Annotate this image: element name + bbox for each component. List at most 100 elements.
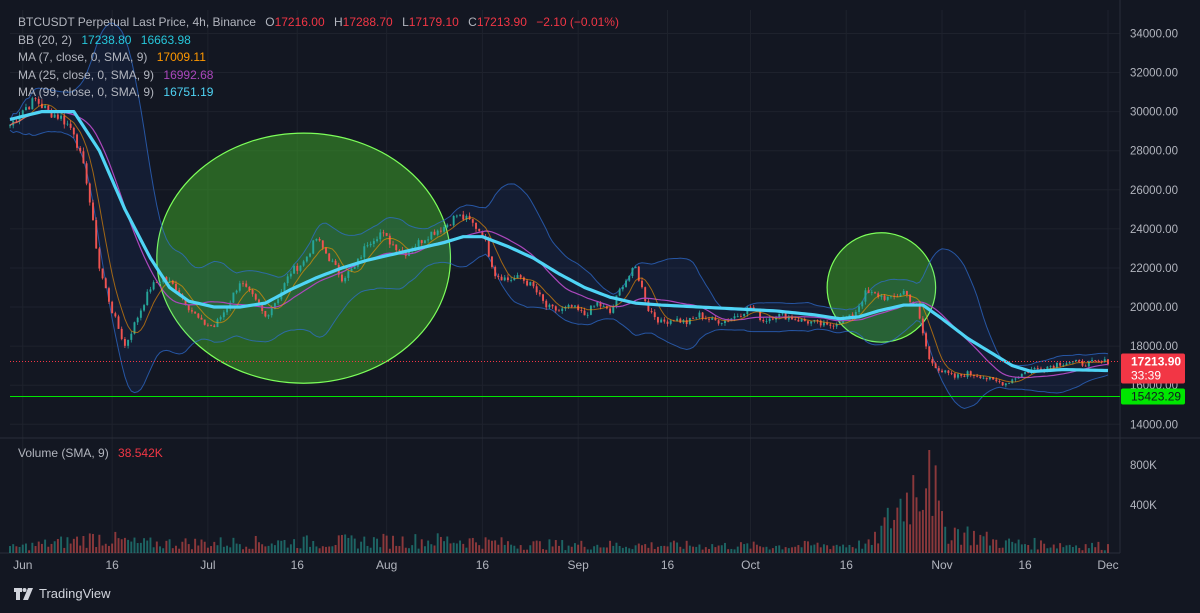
volume-bar [235,543,238,553]
volume-bar [449,543,452,553]
candle-body [395,244,398,251]
volume-bar [912,475,915,553]
candle-body [187,305,190,311]
candle-body [302,261,305,266]
candle-body [159,282,161,283]
volume-bar [931,515,934,553]
candle-body [513,278,516,281]
volume-bar [663,545,666,553]
time-tick-label: Nov [931,558,952,572]
volume-bar [216,545,219,553]
volume-bar [899,498,902,553]
volume-bar [331,546,334,553]
candle-body [768,318,771,322]
volume-bar [210,546,213,553]
volume-bar [114,531,117,553]
candle-body [382,232,385,234]
candle-body [685,320,688,324]
bb-row[interactable]: BB (20, 2) 17238.80 16663.98 [18,32,619,50]
volume-bar [1071,546,1074,553]
volume-bar [497,544,500,553]
volume-bar [1030,549,1033,553]
candle-body [465,215,468,220]
candle-body [957,374,959,378]
tradingview-logo[interactable]: TradingView [14,586,111,601]
time-tick-label: Oct [741,558,760,572]
volume-bar [283,540,286,553]
candle-body [264,310,267,317]
candle-body [867,290,870,293]
candle-body [251,289,254,295]
candle-body [321,240,324,248]
volume-bar [867,539,870,553]
candle-body [146,291,149,306]
volume-bar [599,547,602,553]
volume-bar [1084,544,1087,553]
candle-body [471,219,474,223]
volume-bar [487,539,490,553]
candle-body [784,313,787,320]
candle-body [344,277,347,282]
volume-bar [203,541,206,553]
highlight-circle [156,132,452,384]
volume-bar [972,530,975,553]
volume-bar [765,546,768,553]
volume-bar [915,497,918,553]
candle-body [791,316,793,320]
candle-body [254,294,257,300]
candle-body [76,134,78,148]
volume-bar [123,537,126,553]
volume-bar [717,545,720,553]
volume-bar [1097,541,1100,553]
volume-bar [439,536,442,553]
ma25-row[interactable]: MA (25, close, 0, SMA, 9) 16992.68 [18,67,619,85]
volume-bar [462,543,465,553]
moving-averages [9,103,1109,383]
volume-bar [471,537,474,553]
volume-bar [436,533,439,553]
volume-bar [136,543,139,553]
volume-bar [1059,543,1062,553]
candle-body [315,238,318,241]
volume-bar [40,543,43,553]
candle-body [82,151,85,164]
candle-body [586,314,589,316]
volume-bar [794,546,797,553]
high-value: 17288.70 [342,15,393,29]
candle-body [953,373,956,378]
candle-body [210,325,213,326]
ma7-row[interactable]: MA (7, close, 0, SMA, 9) 17009.11 [18,49,619,67]
volume-bar [637,543,640,553]
candle-body [992,377,995,380]
volume-bar [264,546,267,553]
candle-body [937,368,940,371]
volume-bar [277,540,280,553]
volume-bar [181,541,184,553]
candle-body [653,312,656,318]
volume-bar [258,542,260,553]
volume-legend[interactable]: Volume (SMA, 9) 38.542K [18,446,163,460]
candle-body [899,294,902,297]
volume-bar [666,546,669,553]
volume-bar [417,548,420,553]
candle-body [1008,383,1011,385]
volume-bar [538,541,541,553]
volume-bar [18,546,21,553]
volume-bar [768,549,771,553]
candle-body [213,325,216,327]
candle-body [270,308,273,316]
candle-body [203,319,206,325]
volume-bar [522,549,525,553]
candle-body [618,289,621,296]
volume-bar [510,544,513,553]
candle-body [656,317,659,323]
volume-bar [293,539,296,553]
bb-label: BB (20, 2) [18,32,73,47]
candle-body [1036,368,1039,369]
volume-bar [286,547,289,553]
volume-bar [500,537,503,553]
candle-body [570,305,573,307]
candle-body [363,246,366,258]
ma99-row[interactable]: MA (99, close, 0, SMA, 9) 16751.19 [18,84,619,102]
